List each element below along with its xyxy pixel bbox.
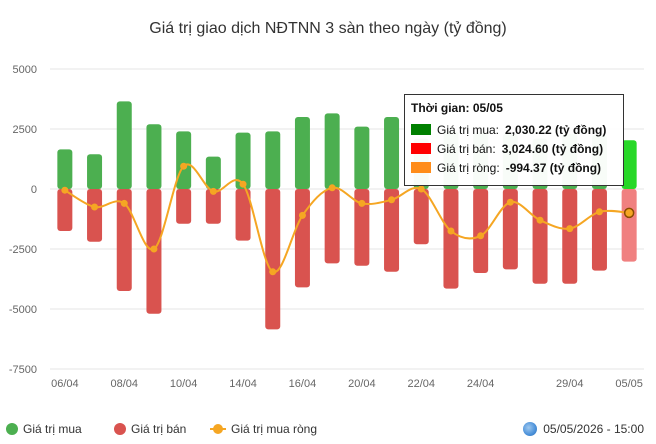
y-tick-label: 2500	[13, 124, 37, 136]
tooltip-value: -994.37 (tỷ đồng)	[505, 160, 602, 175]
net-point[interactable]	[447, 227, 455, 235]
chart-tooltip: Thời gian: 05/05 Giá trị mua: 2,030.22 (…	[404, 94, 624, 186]
net-point[interactable]	[477, 232, 485, 240]
tooltip-label: Giá trị ròng:	[437, 160, 500, 175]
net-point[interactable]	[209, 187, 217, 195]
net-point[interactable]	[180, 162, 188, 170]
y-tick-label: -5000	[9, 304, 37, 316]
net-point[interactable]	[388, 196, 396, 204]
buy-swatch-icon	[411, 124, 431, 135]
net-point[interactable]	[91, 203, 99, 211]
net-point[interactable]	[298, 211, 306, 219]
x-tick-label: 08/04	[110, 378, 138, 390]
buy-bar[interactable]	[294, 117, 310, 189]
sell-bar[interactable]	[591, 189, 607, 271]
sell-bar[interactable]	[265, 189, 281, 330]
x-tick-label: 22/04	[407, 378, 435, 390]
x-tick-label: 29/04	[556, 378, 584, 390]
sell-bar[interactable]	[87, 189, 103, 242]
sell-bar[interactable]	[235, 189, 251, 241]
x-tick-label: 24/04	[467, 378, 495, 390]
legend-item-sell[interactable]: Giá trị bán	[114, 420, 186, 438]
legend-label: Giá trị bán	[131, 422, 187, 436]
sell-bar[interactable]	[384, 189, 400, 272]
buy-bar[interactable]	[146, 124, 162, 189]
x-tick-label: 16/04	[289, 378, 317, 390]
net-point[interactable]	[120, 199, 128, 207]
buy-bar[interactable]	[384, 117, 400, 189]
buy-bar[interactable]	[116, 101, 132, 189]
x-tick-label: 20/04	[348, 378, 376, 390]
sell-bar[interactable]	[324, 189, 340, 264]
y-tick-label: 5000	[13, 64, 37, 76]
sell-bar[interactable]	[621, 189, 637, 262]
timestamp-text: 05/05/2026 - 15:00	[543, 422, 644, 436]
chart-legend: Giá trị mua Giá trị bán Giá trị mua ròng…	[0, 420, 656, 440]
net-point[interactable]	[595, 208, 603, 216]
legend-item-buy[interactable]: Giá trị mua	[6, 420, 82, 438]
buy-bar[interactable]	[354, 126, 370, 189]
tooltip-value: 3,024.60 (tỷ đồng)	[501, 141, 604, 156]
sell-bar[interactable]	[532, 189, 548, 284]
buy-bar[interactable]	[324, 113, 340, 189]
net-point[interactable]	[623, 207, 635, 219]
sell-bar[interactable]	[57, 189, 73, 231]
net-point[interactable]	[150, 245, 158, 253]
sell-bar[interactable]	[473, 189, 489, 273]
legend-item-net[interactable]: Giá trị mua ròng	[210, 420, 317, 438]
legend-label: Giá trị mua ròng	[231, 422, 318, 436]
net-point[interactable]	[417, 185, 425, 193]
globe-icon	[523, 422, 538, 436]
legend-label: Giá trị mua	[23, 422, 82, 436]
buy-bar[interactable]	[235, 132, 251, 189]
tooltip-label: Giá trị bán:	[437, 141, 496, 156]
buy-bar[interactable]	[265, 131, 281, 189]
tooltip-row-sell: Giá trị bán: 3,024.60 (tỷ đồng)	[411, 139, 617, 158]
sell-bar[interactable]	[294, 189, 310, 288]
y-tick-label: -7500	[9, 364, 37, 376]
sell-bar[interactable]	[176, 189, 192, 224]
buy-bar[interactable]	[205, 156, 221, 189]
y-tick-label: 0	[31, 184, 37, 196]
buy-dot-icon	[6, 423, 18, 435]
x-tick-label: 10/04	[170, 378, 198, 390]
tooltip-value: 2,030.22 (tỷ đồng)	[505, 122, 607, 137]
sell-bar[interactable]	[116, 189, 132, 291]
sell-bar[interactable]	[562, 189, 578, 284]
net-point[interactable]	[269, 268, 277, 276]
chart-title: Giá trị giao dịch NĐTNN 3 sàn theo ngày …	[149, 20, 507, 37]
net-point[interactable]	[239, 180, 247, 188]
net-point[interactable]	[358, 199, 366, 207]
sell-bar[interactable]	[413, 189, 429, 245]
tooltip-row-buy: Giá trị mua: 2,030.22 (tỷ đồng)	[411, 120, 617, 139]
x-tick-label: 06/04	[51, 378, 79, 390]
buy-bar[interactable]	[87, 154, 103, 189]
sell-bar[interactable]	[502, 189, 518, 270]
net-point[interactable]	[61, 186, 69, 194]
sell-swatch-icon	[411, 143, 431, 154]
net-swatch-icon	[411, 162, 431, 173]
net-point[interactable]	[566, 225, 574, 233]
sell-bar[interactable]	[354, 189, 370, 266]
buy-bar[interactable]	[621, 140, 637, 189]
y-tick-label: -2500	[9, 244, 37, 256]
timestamp: 05/05/2026 - 15:00	[523, 420, 644, 438]
line-marker-icon	[210, 423, 226, 435]
tooltip-row-net: Giá trị ròng: -994.37 (tỷ đồng)	[411, 158, 617, 177]
tooltip-label: Giá trị mua:	[437, 122, 500, 137]
x-tick-label: 05/05	[615, 378, 643, 390]
sell-dot-icon	[114, 423, 126, 435]
buy-bar[interactable]	[57, 149, 73, 189]
net-point[interactable]	[328, 184, 336, 192]
buy-bar[interactable]	[176, 131, 192, 189]
sell-bar[interactable]	[443, 189, 459, 289]
net-point[interactable]	[506, 198, 514, 206]
tooltip-title: Thời gian: 05/05	[411, 101, 503, 115]
x-tick-label: 14/04	[229, 378, 257, 390]
net-point[interactable]	[536, 216, 544, 224]
chart-plot: 5000 2500 0 -2500 -5000 -7500 06/04 08/04 10/04…	[9, 64, 644, 390]
sell-bar[interactable]	[205, 189, 221, 224]
